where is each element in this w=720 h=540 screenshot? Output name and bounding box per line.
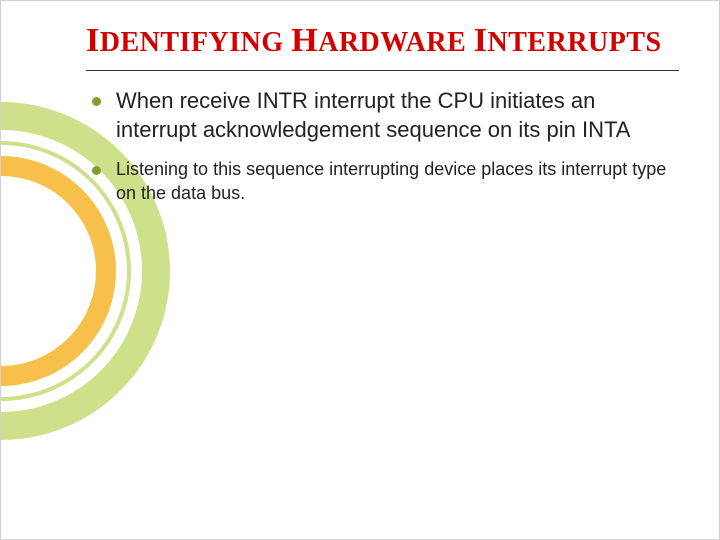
slide: IDENTIFYING HARDWARE INTERRUPTS When rec… <box>0 0 720 540</box>
bullet-item: When receive INTR interrupt the CPU init… <box>86 87 679 144</box>
slide-content: IDENTIFYING HARDWARE INTERRUPTS When rec… <box>86 21 679 219</box>
bullet-list: When receive INTR interrupt the CPU init… <box>86 87 679 205</box>
bullet-item: Listening to this sequence interrupting … <box>86 158 679 205</box>
slide-title: IDENTIFYING HARDWARE INTERRUPTS <box>86 21 679 71</box>
